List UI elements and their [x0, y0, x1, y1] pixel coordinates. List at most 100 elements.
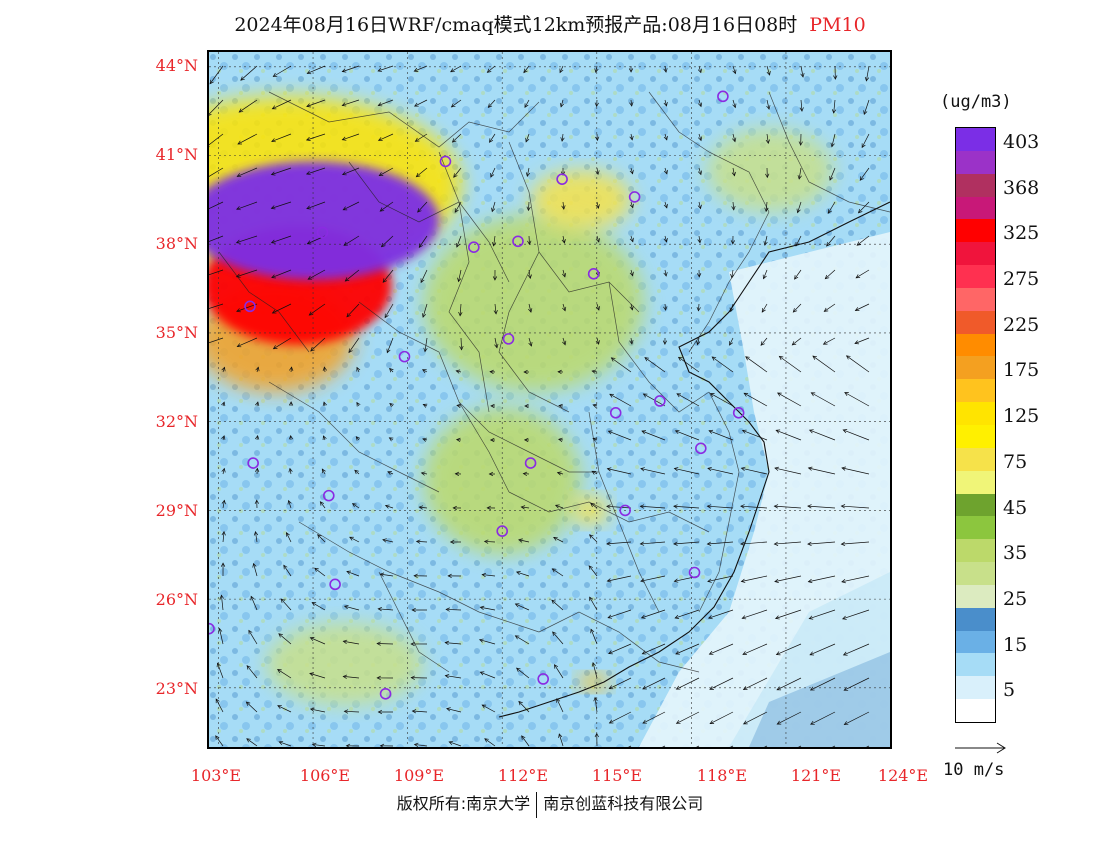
wind-arrow	[741, 429, 768, 441]
legend-swatch	[956, 219, 995, 243]
wind-arrow	[856, 235, 870, 246]
wind-arrow	[447, 573, 462, 579]
wind-arrow	[289, 366, 294, 373]
wind-arrow	[377, 133, 394, 141]
wind-arrow	[561, 235, 566, 244]
wind-arrow	[418, 505, 428, 510]
wind-arrow	[774, 609, 802, 620]
lat-label-41: 41°N	[155, 145, 198, 164]
city-marker	[323, 489, 335, 502]
wind-arrow	[221, 435, 226, 441]
city-marker	[587, 268, 600, 280]
wind-arrow	[822, 337, 836, 345]
wind-arrow	[286, 531, 292, 543]
wind-arrow	[314, 567, 326, 577]
city-marker	[537, 673, 549, 685]
wind-arrow	[483, 539, 496, 544]
wind-arrow	[287, 499, 292, 509]
wind-arrow	[235, 235, 258, 244]
map-title: 2024年08月16日WRF/cmaq模式12km预报产品:08月16日08时 P…	[0, 10, 1100, 37]
wind-arrow	[791, 337, 802, 346]
lat-label-38: 38°N	[155, 234, 198, 253]
wind-arrow	[731, 167, 736, 177]
wind-arrow	[591, 369, 598, 374]
wind-arrow	[595, 201, 600, 209]
wind-arrow	[629, 133, 634, 141]
wind-arrow	[675, 711, 700, 724]
wind-arrow	[553, 536, 564, 543]
wind-arrow	[516, 571, 530, 577]
reference-wind-label: 10 m/s	[943, 760, 1005, 780]
wind-arrow	[308, 303, 326, 316]
wind-arrow	[551, 599, 564, 611]
wind-arrow	[449, 539, 462, 545]
wind-arrow	[588, 565, 598, 577]
wind-arrow	[608, 677, 632, 690]
wind-arrow	[514, 635, 530, 645]
wind-arrow	[246, 665, 258, 679]
wind-arrow	[553, 664, 564, 679]
wind-arrow	[842, 429, 870, 441]
wind-arrow	[386, 337, 394, 354]
wind-arrow	[842, 643, 870, 656]
wind-arrow	[711, 356, 734, 373]
wind-arrow	[592, 437, 598, 442]
legend-tick-label: 125	[1003, 405, 1040, 428]
wind-arrow	[729, 337, 734, 346]
wind-arrow	[706, 504, 734, 509]
wind-arrow	[676, 393, 700, 407]
wind-arrow	[528, 303, 533, 313]
wind-arrow	[594, 65, 599, 73]
wind-arrow	[309, 707, 326, 713]
wind-arrow	[525, 167, 531, 177]
wind-arrow	[854, 337, 870, 345]
lon-label-106: 106°E	[299, 766, 351, 785]
wind-arrow	[321, 468, 326, 475]
legend-swatch	[956, 699, 995, 723]
legend-tick-label: 25	[1003, 587, 1028, 610]
field-blob-inner-mongolia-ningxia-core	[209, 161, 440, 280]
wind-arrow	[306, 201, 326, 210]
copyright-right: 南京创蓝科技有限公司	[543, 794, 704, 813]
wind-arrow	[595, 303, 600, 311]
wind-arrow	[766, 99, 771, 110]
wind-arrow	[379, 743, 394, 747]
legend-swatch	[956, 287, 995, 312]
wind-arrow	[481, 572, 496, 578]
wind-arrow	[380, 235, 394, 248]
wind-arrow	[608, 711, 632, 724]
wind-arrow	[800, 65, 805, 78]
wind-arrow	[606, 504, 632, 509]
wind-arrow	[807, 575, 836, 584]
wind-arrow	[420, 471, 428, 476]
wind-arrow	[696, 337, 701, 346]
legend-tick-label: 35	[1003, 542, 1028, 565]
reference-wind-arrow	[955, 742, 1006, 754]
wind-arrow	[288, 467, 293, 475]
wind-arrow	[560, 133, 565, 142]
wind-arrow	[607, 430, 632, 441]
legend-tick-label: 75	[1003, 450, 1028, 473]
wind-arrow	[343, 604, 360, 611]
wind-arrow	[518, 538, 530, 543]
wind-arrow	[240, 65, 258, 81]
legend-swatch	[956, 470, 995, 495]
wind-arrow	[663, 235, 668, 243]
wind-arrow	[745, 356, 768, 373]
wind-arrow	[742, 677, 768, 690]
wind-arrow	[766, 65, 771, 76]
wind-arrow	[523, 65, 530, 74]
wind-arrow	[840, 541, 870, 547]
wind-arrow	[413, 742, 428, 747]
wind-arrow	[765, 167, 770, 179]
wind-arrow	[523, 437, 530, 443]
wind-arrow	[594, 99, 599, 108]
wind-arrow	[488, 471, 496, 477]
footer-separator	[536, 791, 538, 818]
wind-arrow	[807, 466, 836, 475]
wind-arrow	[763, 235, 768, 246]
legend-tick-label: 5	[1003, 679, 1016, 702]
wind-arrow	[640, 467, 666, 475]
legend-swatch	[956, 310, 995, 335]
city-marker	[329, 578, 341, 591]
